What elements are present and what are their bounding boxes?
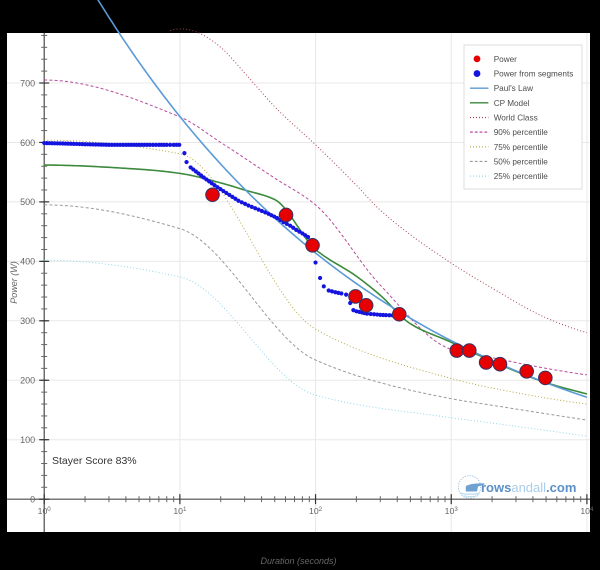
svg-text:104: 104 [580,506,594,517]
svg-text:600: 600 [20,138,35,148]
svg-text:90% percentile: 90% percentile [494,128,549,137]
svg-text:Stayer Score 83%: Stayer Score 83% [52,455,137,467]
svg-text:101: 101 [173,506,187,517]
svg-text:Power (W): Power (W) [9,261,19,304]
svg-text:700: 700 [20,78,35,88]
svg-text:Paul's Law: Paul's Law [494,84,533,93]
svg-text:300: 300 [20,316,35,326]
svg-text:400: 400 [20,257,35,267]
svg-text:500: 500 [20,197,35,207]
svg-text:Duration (seconds): Duration (seconds) [260,556,336,566]
svg-text:Power from segments: Power from segments [494,70,574,79]
svg-text:100: 100 [38,506,52,517]
svg-text:rowsandall.com: rowsandall.com [481,480,576,495]
svg-text:50% percentile: 50% percentile [494,157,549,166]
svg-text:Power: Power [494,55,517,64]
svg-text:103: 103 [445,506,459,517]
svg-text:World Class: World Class [494,114,538,123]
svg-text:0: 0 [30,494,35,504]
svg-text:75% percentile: 75% percentile [494,143,549,152]
svg-text:100: 100 [20,435,35,445]
svg-text:102: 102 [309,506,323,517]
svg-text:25% percentile: 25% percentile [494,172,549,181]
svg-text:200: 200 [20,376,35,386]
svg-text:CP Model: CP Model [494,99,530,108]
